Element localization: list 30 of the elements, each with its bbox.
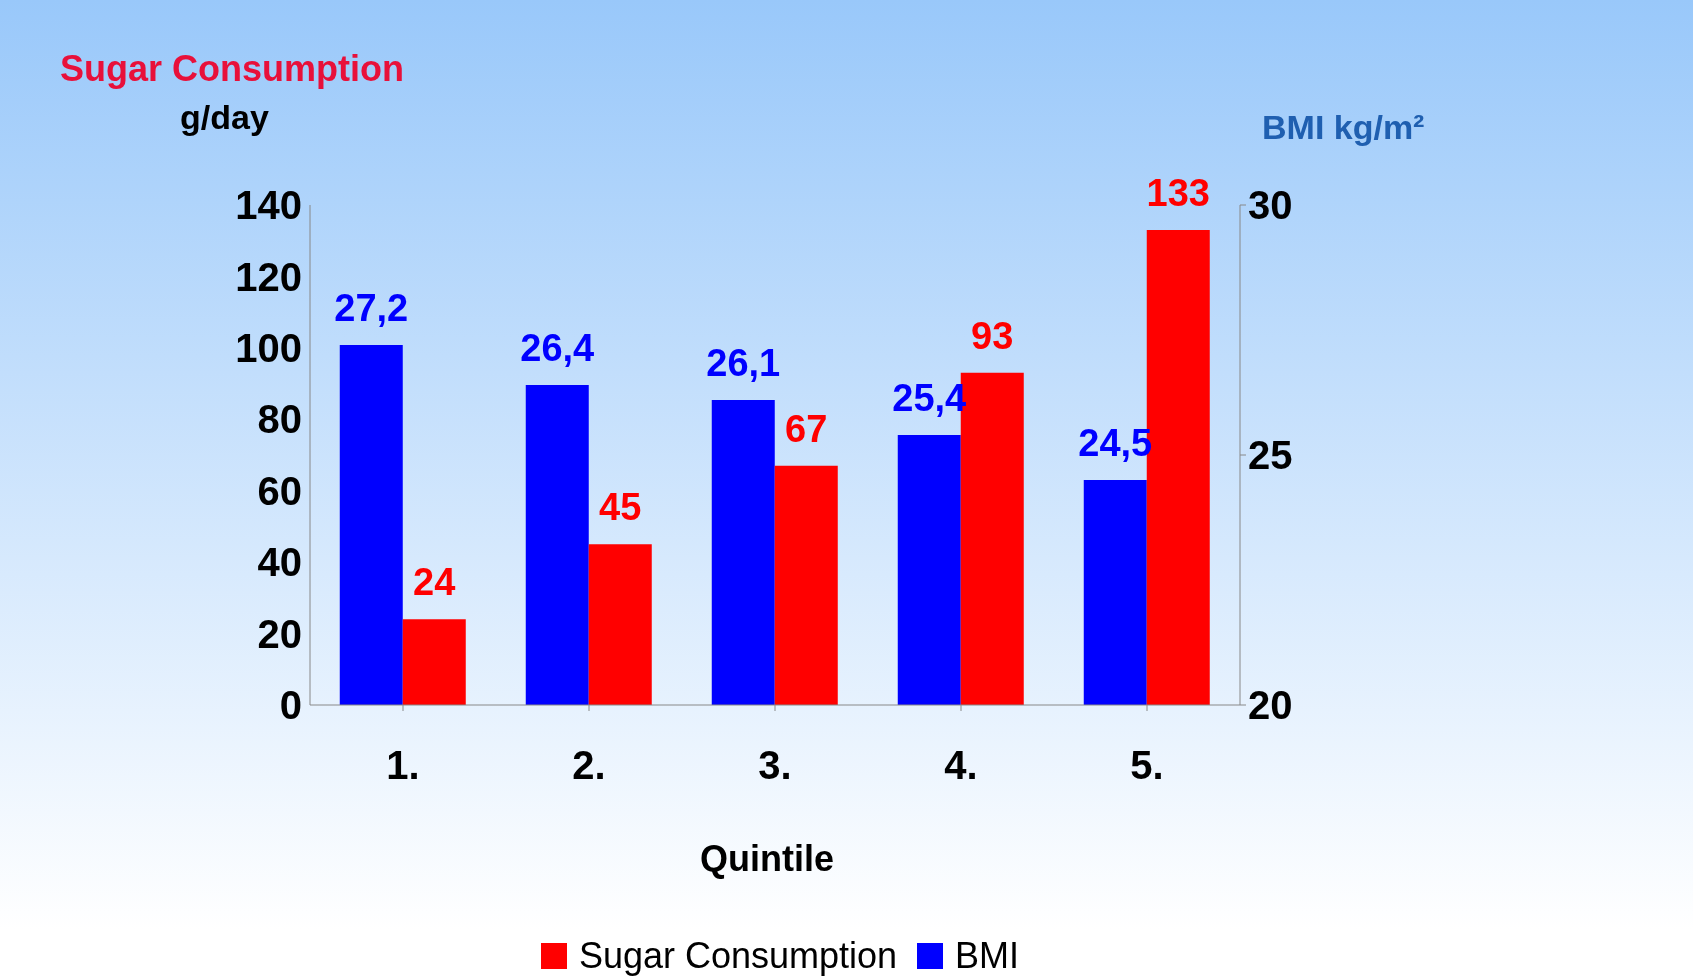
y-tick-label: 20 — [257, 611, 302, 656]
y-tick-label: 0 — [279, 683, 302, 728]
legend-label: Sugar Consumption — [577, 935, 898, 977]
data-label: 133 — [1146, 172, 1210, 214]
data-label: 45 — [599, 486, 642, 529]
y-tick-label: 40 — [257, 540, 302, 585]
data-label: 26,1 — [706, 342, 781, 384]
data-label: 27,2 — [334, 287, 409, 329]
legend-label: BMI — [954, 935, 1020, 977]
y-tick-label: 60 — [257, 468, 302, 513]
y2-tick-label: 25 — [1248, 433, 1293, 478]
chart-title: Sugar Consumption — [60, 48, 404, 90]
x-tick-label: 4. — [944, 743, 978, 788]
data-label: 24 — [413, 561, 456, 604]
y-tick-label: 80 — [257, 397, 302, 442]
data-label: 67 — [785, 407, 828, 450]
x-tick-label: 3. — [758, 743, 792, 788]
x-tick-label: 5. — [1130, 743, 1164, 788]
y-tick-label: 140 — [235, 183, 302, 228]
x-tick-label: 1. — [386, 743, 420, 788]
x-axis-title: Quintile — [700, 838, 834, 880]
y-tick-label: 100 — [235, 326, 302, 371]
data-label: 26,4 — [520, 327, 595, 369]
y-axis-title: g/day — [180, 98, 269, 137]
x-tick-label: 2. — [572, 743, 606, 788]
y-tick-label: 120 — [235, 254, 302, 299]
y2-axis-title: BMI kg/m² — [1262, 108, 1425, 147]
data-label: 93 — [971, 314, 1014, 357]
y2-tick-label: 20 — [1248, 683, 1293, 728]
y2-tick-label: 30 — [1248, 183, 1293, 228]
